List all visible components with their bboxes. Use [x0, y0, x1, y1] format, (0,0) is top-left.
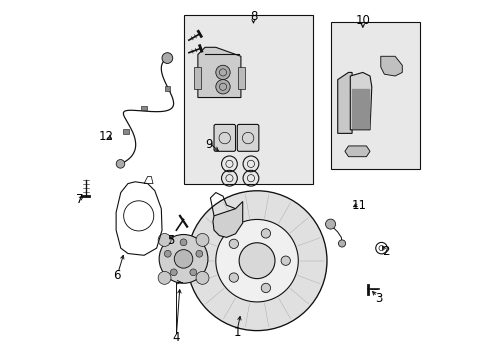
Circle shape [239, 243, 274, 279]
Text: 5: 5 [167, 234, 174, 247]
Circle shape [189, 269, 196, 276]
Bar [123, 130, 129, 134]
Bar [183, 15, 312, 184]
Text: 6: 6 [113, 269, 121, 282]
Circle shape [116, 159, 124, 168]
FancyBboxPatch shape [214, 125, 235, 151]
Circle shape [215, 65, 230, 80]
Text: 9: 9 [204, 138, 212, 150]
Polygon shape [351, 89, 368, 128]
Polygon shape [212, 202, 242, 237]
Bar [164, 86, 170, 91]
Bar [141, 106, 147, 111]
Polygon shape [349, 72, 371, 130]
Circle shape [261, 229, 270, 238]
Circle shape [158, 271, 171, 284]
Circle shape [325, 219, 335, 229]
Circle shape [159, 234, 207, 283]
Circle shape [158, 234, 171, 246]
Circle shape [196, 271, 208, 284]
Circle shape [215, 220, 298, 302]
Circle shape [187, 191, 326, 330]
Polygon shape [380, 56, 402, 76]
Bar [193, 67, 201, 89]
Polygon shape [198, 47, 241, 98]
Circle shape [196, 250, 203, 257]
Circle shape [196, 234, 208, 246]
Text: 3: 3 [374, 292, 382, 305]
Polygon shape [344, 146, 369, 157]
Circle shape [281, 256, 290, 265]
Text: 2: 2 [382, 245, 389, 258]
Circle shape [164, 250, 171, 257]
Text: 8: 8 [249, 10, 257, 23]
Circle shape [180, 239, 186, 246]
Text: 7: 7 [76, 193, 83, 206]
FancyBboxPatch shape [237, 125, 258, 151]
Circle shape [170, 269, 177, 276]
Text: 12: 12 [99, 130, 114, 144]
Circle shape [229, 239, 238, 248]
Bar [238, 67, 244, 89]
Circle shape [215, 80, 230, 94]
Text: 4: 4 [172, 331, 180, 344]
Circle shape [229, 273, 238, 282]
Circle shape [338, 240, 345, 247]
Circle shape [162, 53, 172, 63]
Circle shape [261, 283, 270, 293]
Circle shape [174, 249, 192, 268]
Polygon shape [337, 72, 351, 134]
Text: 11: 11 [351, 199, 366, 212]
Text: 1: 1 [233, 326, 241, 339]
Text: 10: 10 [355, 14, 369, 27]
Bar [330, 22, 419, 169]
